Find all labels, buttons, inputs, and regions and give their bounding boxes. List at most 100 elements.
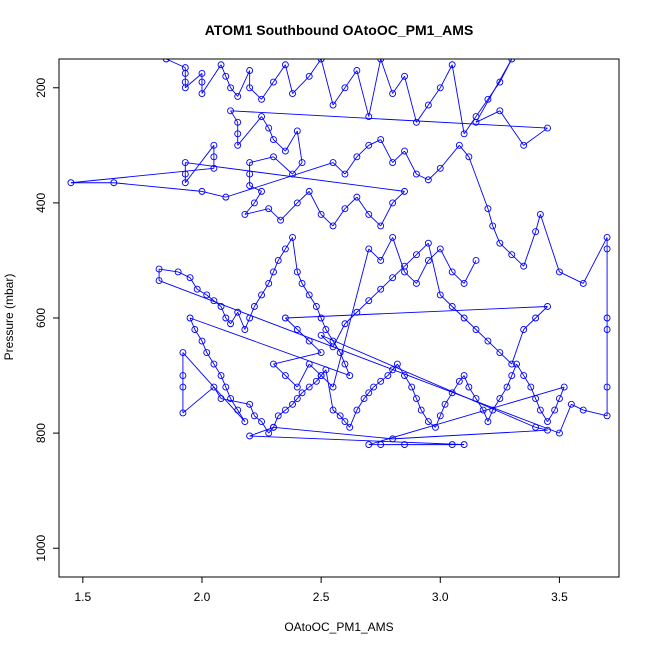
data-point [305, 360, 313, 368]
data-point [322, 366, 330, 374]
data-point [317, 314, 325, 322]
data-point [365, 245, 373, 253]
data-point [484, 418, 492, 426]
data-point [508, 59, 516, 63]
data-point [270, 268, 277, 276]
trace-segment [261, 116, 270, 129]
data-point [329, 159, 337, 167]
trace-segment [463, 260, 477, 284]
trace-segment [339, 415, 346, 422]
data-point [179, 349, 187, 356]
trace-segment [296, 271, 303, 284]
trace-segment [182, 386, 215, 414]
data-point [353, 193, 361, 201]
trace-segment [189, 277, 198, 290]
data-point [465, 383, 473, 391]
data-point [365, 141, 373, 149]
trace-segment [273, 156, 293, 175]
x-tick-label: 2.0 [194, 590, 211, 604]
trace-segment [339, 352, 346, 365]
data-point [360, 395, 368, 403]
trace-segment [411, 386, 417, 399]
data-point [265, 280, 273, 287]
trace-segment [392, 237, 405, 273]
data-point [484, 337, 492, 345]
trace-segment [463, 116, 477, 135]
data-point [289, 170, 296, 178]
data-point [265, 205, 273, 213]
data-point [353, 406, 361, 414]
data-point [227, 84, 235, 92]
trace-segment [206, 352, 215, 365]
data-point [448, 441, 456, 449]
trace-segment [230, 312, 239, 324]
data-point [377, 256, 385, 264]
data-point [412, 170, 420, 178]
trace-segment [344, 363, 351, 376]
trace-segment [206, 294, 215, 302]
trace-segment [392, 76, 405, 94]
trace-segment [427, 87, 441, 106]
trace-segment [237, 116, 262, 146]
trace-segment [273, 260, 279, 273]
trace-segment [220, 375, 227, 388]
x-tick-label: 3.0 [432, 590, 449, 604]
trace-segment [185, 162, 405, 192]
data-point [341, 360, 349, 368]
data-point [508, 372, 516, 380]
data-point [289, 400, 296, 408]
trace-segment [487, 409, 494, 422]
data-point [258, 291, 266, 299]
data-point [401, 187, 408, 195]
data-point [353, 67, 361, 74]
data-point [281, 406, 289, 414]
trace-segment [249, 435, 465, 446]
data-point [377, 285, 385, 293]
trace-segment [273, 352, 322, 365]
trace-segment [194, 329, 203, 342]
trace-segment [499, 386, 508, 399]
trace-segment [380, 59, 394, 94]
data-point [222, 383, 230, 391]
y-tick-label: 400 [34, 193, 48, 213]
data-point [329, 101, 337, 109]
data-point [460, 280, 468, 287]
trace-segment [416, 260, 429, 284]
data-point [448, 389, 456, 397]
trace-segment [380, 202, 394, 227]
trace-segment [458, 375, 465, 382]
data-point [270, 78, 277, 86]
trace-segment [439, 404, 446, 417]
data-point [496, 395, 504, 403]
trace-segment [387, 369, 393, 376]
trace-segment [427, 243, 441, 296]
trace-segment [244, 202, 255, 215]
data-point [298, 159, 306, 167]
data-point [472, 118, 480, 126]
trace-segment [475, 398, 484, 411]
data-point [365, 441, 373, 449]
data-point [341, 84, 349, 92]
data-point [489, 406, 497, 414]
data-point [246, 314, 254, 322]
data-point [281, 147, 289, 155]
data-point [246, 182, 254, 190]
data-point [203, 349, 211, 356]
data-point [460, 314, 468, 322]
trace-segment [277, 409, 286, 417]
trace-segment [458, 145, 470, 158]
data-point [250, 199, 258, 207]
data-point [322, 326, 330, 333]
data-point [258, 187, 266, 195]
data-point [234, 130, 242, 138]
trace-segment [523, 231, 537, 267]
x-tick-label: 3.5 [551, 590, 568, 604]
data-point [186, 314, 194, 322]
trace-segment [325, 329, 334, 342]
trace-segment [380, 237, 394, 261]
trace-segment [320, 334, 536, 428]
trace-segment [196, 288, 207, 296]
data-point [448, 303, 456, 310]
data-point [281, 61, 289, 69]
